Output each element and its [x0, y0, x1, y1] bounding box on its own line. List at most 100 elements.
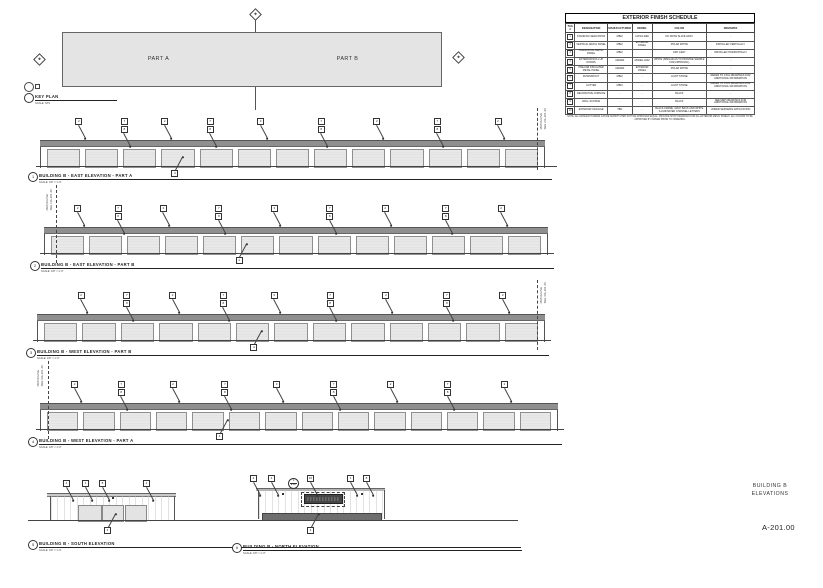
schedule-column-header: TAG #	[564, 23, 576, 34]
exterior-signage	[303, 494, 343, 504]
matchline-label: SEE 2/A-201.00	[544, 108, 547, 130]
rollup-door	[159, 322, 193, 342]
drawing-title: BUILDING B - WEST ELEVATION - PART A	[39, 437, 134, 443]
leader-line	[497, 125, 506, 139]
leader-line	[172, 388, 181, 402]
door-finish-tag: 4	[250, 330, 262, 351]
matchline-label: MATCHLINE	[46, 193, 49, 211]
rollup-door	[275, 148, 310, 168]
schedule-cell: WALL SCONCE	[574, 97, 608, 108]
ground-line	[28, 520, 518, 521]
key-plan-title: KEY PLAN	[35, 93, 59, 99]
drawing-title-underline	[39, 444, 562, 445]
finish-tag-number: 2	[381, 205, 389, 212]
schedule-row: 9 WALL SCONCE - - BLACK SEE MEP DRAWINGS FOR …	[564, 97, 755, 108]
rollup-door	[314, 148, 348, 168]
drawing-title: BUILDING B - NORTH ELEVATION	[243, 543, 319, 549]
finish-tag-number: 4	[235, 257, 243, 264]
finish-tag: 8	[99, 480, 110, 501]
finish-tag-number: 2	[169, 381, 177, 388]
rollup-door	[389, 322, 423, 342]
finish-tag-number: 3	[270, 205, 278, 212]
schedule-row: 4 EXTERIOR ROLL UP DOORS AMARR MODEL 2002 WH…	[564, 56, 755, 67]
leader-line	[389, 388, 398, 402]
rollup-door	[466, 322, 500, 342]
leader-line	[162, 212, 171, 226]
drawing-number-bubble: 3	[26, 348, 36, 358]
schedule-cell: -	[606, 89, 633, 99]
schedule-cell: -	[706, 89, 755, 99]
finish-tag-number: 2	[159, 205, 167, 212]
door-tag-holder: 3	[230, 513, 522, 535]
finish-tag-number: 7	[215, 205, 223, 212]
drawing-title-underline	[39, 179, 552, 180]
leader-line	[76, 212, 85, 226]
schedule-cell: 2	[564, 40, 576, 50]
schedule-row: 2 VERTICAL METAL PANEL MBCI EXTERIOR PANEL P…	[564, 40, 755, 50]
matchline	[537, 108, 538, 170]
leader-line	[163, 125, 172, 139]
door-finish-tag: 4	[216, 419, 228, 440]
finish-tag: 2	[382, 292, 393, 313]
base-line	[36, 165, 557, 167]
drawing-scale: SCALE: 1/8" = 1'-0"	[37, 356, 60, 360]
drawing-number-bubble: 2	[30, 261, 40, 271]
schedule-cell: MBCI	[606, 40, 633, 50]
finish-tag: 2	[497, 205, 509, 226]
finish-tag-number: 8	[443, 299, 451, 307]
schedule-cell: -	[631, 89, 653, 99]
finish-tag-number: 2	[497, 205, 505, 212]
roof-line	[256, 488, 385, 491]
finish-tag-number: 8	[120, 125, 128, 133]
finish-tag-number: 3	[270, 292, 278, 299]
schedule-cell: REFER TO CIVIL DRAWINGS FOR ADDITIONAL I…	[706, 73, 755, 83]
finish-tag-number: 3	[567, 50, 574, 57]
leader-line	[385, 299, 393, 313]
key-plan-building-outline	[62, 32, 442, 87]
schedule-cell: MBCI	[606, 73, 633, 83]
rollup-door	[301, 411, 333, 431]
drawing-title: BUILDING B - WEST ELEVATION - PART B	[37, 348, 132, 354]
leader-line	[73, 388, 82, 402]
schedule-row: 1 STANDING SEAM ROOF MBCI ULTRA-DEK DK MOSS …	[564, 32, 755, 42]
finish-tag: 2	[169, 292, 180, 313]
schedule-cell: ASH GRAY	[651, 48, 708, 58]
door-finish-tag: 3	[307, 513, 319, 534]
schedule-cell: REFER TO CIVIL DRAWINGS FOR ADDITIONAL I…	[706, 81, 755, 91]
finish-tag: 2	[499, 292, 510, 313]
finish-tag-number: 7	[114, 205, 122, 212]
finish-tag-number: 7	[444, 381, 452, 388]
rollup-door	[161, 148, 195, 168]
wall-sconce-icon	[282, 493, 285, 496]
rollup-door	[374, 411, 406, 431]
rollup-door	[507, 235, 542, 255]
finish-tag-number: 7	[567, 83, 574, 90]
schedule-cell: EXTERIOR SIGNAGE	[574, 106, 608, 116]
schedule-cell: 10	[564, 106, 576, 116]
rollup-door	[337, 411, 370, 431]
key-plan-part-a-label: PART A	[147, 55, 170, 62]
schedule-cell: PRE-FAB INSULATED METAL PANEL	[574, 65, 608, 75]
leader-line	[259, 125, 268, 139]
finish-tag-number: 8	[317, 125, 325, 133]
rollup-door	[78, 505, 102, 522]
leader-line	[171, 299, 180, 313]
drawing-title-underline	[39, 547, 521, 548]
rollup-door	[228, 411, 261, 431]
finish-tag-number: 7	[206, 118, 214, 125]
finish-tag: 2	[501, 381, 512, 402]
matchline	[48, 361, 49, 439]
rollup-door	[431, 235, 465, 255]
schedule-cell: WHITE (SIMILAR AS TO PROVIDE SAMPLE FOR …	[651, 56, 708, 67]
schedule-cell: ULTRA-DEK	[631, 32, 653, 42]
rollup-door	[119, 411, 152, 431]
door-finish-tag: 4	[235, 243, 247, 264]
finish-tag-number: 8	[206, 125, 214, 133]
cornice-band	[40, 140, 545, 147]
finish-tag-number: 8	[117, 388, 125, 396]
rollup-door	[203, 235, 237, 255]
